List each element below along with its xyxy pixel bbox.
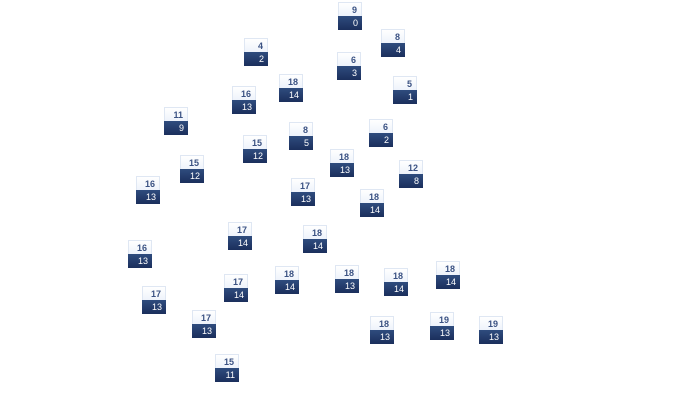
node-top-value: 5 <box>393 76 417 90</box>
node-top-value: 17 <box>224 274 248 288</box>
node[interactable]: 17 13 <box>192 310 216 338</box>
node-bottom-value: 14 <box>436 275 460 289</box>
node-top-value: 16 <box>136 176 160 190</box>
node[interactable]: 17 14 <box>228 222 252 250</box>
node-top-value: 15 <box>215 354 239 368</box>
node-top-value: 17 <box>228 222 252 236</box>
node[interactable]: 16 13 <box>232 86 256 114</box>
node-bottom-value: 13 <box>192 324 216 338</box>
node-bottom-value: 1 <box>393 90 417 104</box>
node-top-value: 11 <box>164 107 188 121</box>
node[interactable]: 18 14 <box>275 266 299 294</box>
node-top-value: 18 <box>384 268 408 282</box>
node[interactable]: 18 14 <box>436 261 460 289</box>
node-bottom-value: 4 <box>381 43 405 57</box>
node[interactable]: 18 13 <box>330 149 354 177</box>
node-top-value: 18 <box>370 316 394 330</box>
node-top-value: 18 <box>279 74 303 88</box>
node[interactable]: 18 14 <box>303 225 327 253</box>
node-bottom-value: 14 <box>279 88 303 102</box>
node[interactable]: 19 13 <box>479 316 503 344</box>
node-bottom-value: 13 <box>370 330 394 344</box>
node-bottom-value: 8 <box>399 174 423 188</box>
node-top-value: 6 <box>369 119 393 133</box>
node-bottom-value: 14 <box>275 280 299 294</box>
node-top-value: 18 <box>335 265 359 279</box>
node[interactable]: 12 8 <box>399 160 423 188</box>
node[interactable]: 18 14 <box>279 74 303 102</box>
node-top-value: 15 <box>180 155 204 169</box>
node-top-value: 8 <box>289 122 313 136</box>
node-bottom-value: 14 <box>303 239 327 253</box>
node[interactable]: 16 13 <box>128 240 152 268</box>
node[interactable]: 17 13 <box>142 286 166 314</box>
node-bottom-value: 14 <box>360 203 384 217</box>
node[interactable]: 15 12 <box>180 155 204 183</box>
node-top-value: 18 <box>303 225 327 239</box>
node-top-value: 18 <box>330 149 354 163</box>
node-bottom-value: 0 <box>338 16 362 30</box>
node-bottom-value: 14 <box>224 288 248 302</box>
node-top-value: 18 <box>275 266 299 280</box>
node[interactable]: 11 9 <box>164 107 188 135</box>
node-top-value: 12 <box>399 160 423 174</box>
node-top-value: 16 <box>232 86 256 100</box>
node-bottom-value: 13 <box>479 330 503 344</box>
node-bottom-value: 13 <box>128 254 152 268</box>
node-bottom-value: 14 <box>228 236 252 250</box>
node-bottom-value: 3 <box>337 66 361 80</box>
node-bottom-value: 14 <box>384 282 408 296</box>
node-top-value: 17 <box>142 286 166 300</box>
node-top-value: 17 <box>291 178 315 192</box>
node-bottom-value: 5 <box>289 136 313 150</box>
node-top-value: 16 <box>128 240 152 254</box>
node-top-value: 17 <box>192 310 216 324</box>
node-bottom-value: 12 <box>243 149 267 163</box>
node-top-value: 8 <box>381 29 405 43</box>
node-top-value: 18 <box>360 189 384 203</box>
node[interactable]: 16 13 <box>136 176 160 204</box>
node-bottom-value: 2 <box>244 52 268 66</box>
node[interactable]: 18 14 <box>384 268 408 296</box>
node-bottom-value: 9 <box>164 121 188 135</box>
node-top-value: 4 <box>244 38 268 52</box>
node-bottom-value: 13 <box>335 279 359 293</box>
node-bottom-value: 11 <box>215 368 239 382</box>
node[interactable]: 17 14 <box>224 274 248 302</box>
node-top-value: 6 <box>337 52 361 66</box>
node[interactable]: 17 13 <box>291 178 315 206</box>
node[interactable]: 15 12 <box>243 135 267 163</box>
node-bottom-value: 13 <box>330 163 354 177</box>
node-bottom-value: 13 <box>430 326 454 340</box>
node-bottom-value: 13 <box>232 100 256 114</box>
node[interactable]: 18 13 <box>370 316 394 344</box>
node-top-value: 15 <box>243 135 267 149</box>
node-top-value: 19 <box>479 316 503 330</box>
node[interactable]: 18 13 <box>335 265 359 293</box>
node-top-value: 9 <box>338 2 362 16</box>
node-bottom-value: 2 <box>369 133 393 147</box>
node-bottom-value: 13 <box>142 300 166 314</box>
node-top-value: 18 <box>436 261 460 275</box>
node[interactable]: 19 13 <box>430 312 454 340</box>
node[interactable]: 18 14 <box>360 189 384 217</box>
node-bottom-value: 13 <box>136 190 160 204</box>
node-top-value: 19 <box>430 312 454 326</box>
node-bottom-value: 12 <box>180 169 204 183</box>
node-bottom-value: 13 <box>291 192 315 206</box>
node[interactable]: 15 11 <box>215 354 239 382</box>
